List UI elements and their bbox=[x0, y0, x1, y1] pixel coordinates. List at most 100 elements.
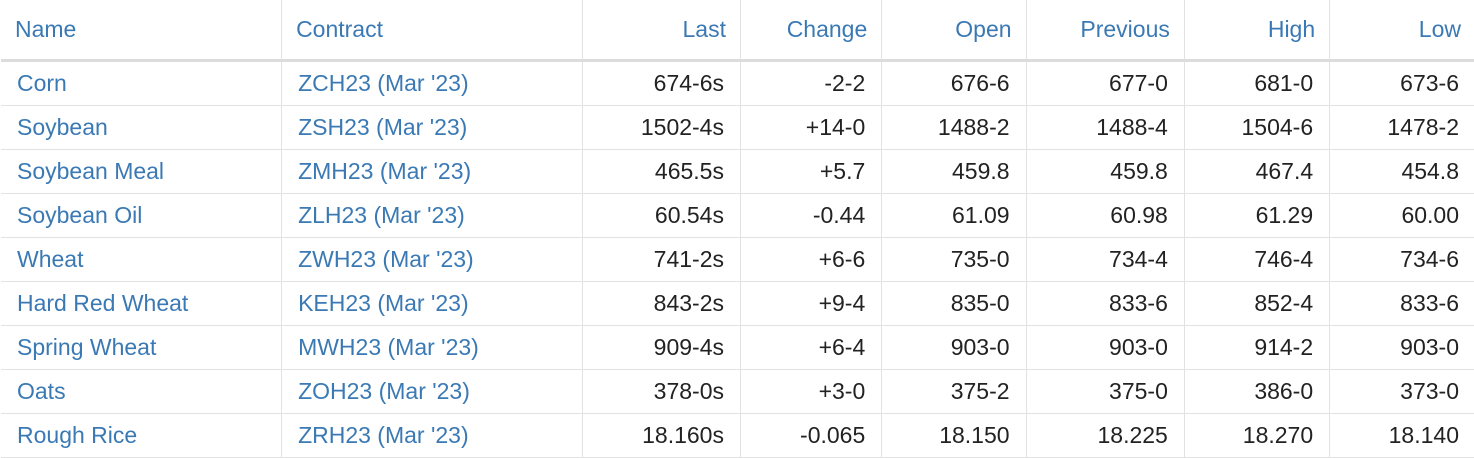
high-price-cell: 386-0 bbox=[1184, 369, 1331, 414]
commodity-name-cell: Oats bbox=[1, 369, 283, 414]
table-row: Corn ZCH23 (Mar '23) 674-6s -2-2 676-6 6… bbox=[1, 60, 1474, 106]
low-price-cell: 60.00 bbox=[1329, 193, 1474, 238]
table-row: Wheat ZWH23 (Mar '23) 741-2s +6-6 735-0 … bbox=[1, 237, 1474, 282]
low-price-cell: 833-6 bbox=[1329, 281, 1474, 326]
contract-cell: KEH23 (Mar '23) bbox=[281, 281, 583, 326]
last-price-cell: 18.160s bbox=[582, 413, 741, 458]
previous-price-cell: 375-0 bbox=[1026, 369, 1185, 414]
low-price-cell: 18.140 bbox=[1329, 413, 1474, 458]
change-cell: +14-0 bbox=[740, 105, 883, 150]
commodity-name-cell: Spring Wheat bbox=[1, 325, 283, 370]
previous-price-cell: 60.98 bbox=[1026, 193, 1185, 238]
table-row: Oats ZOH23 (Mar '23) 378-0s +3-0 375-2 3… bbox=[1, 369, 1474, 414]
open-price-cell: 61.09 bbox=[881, 193, 1027, 238]
open-price-cell: 375-2 bbox=[881, 369, 1027, 414]
contract-link[interactable]: ZMH23 (Mar '23) bbox=[298, 158, 472, 184]
contract-cell: ZOH23 (Mar '23) bbox=[281, 369, 583, 414]
low-price-cell: 373-0 bbox=[1329, 369, 1474, 414]
contract-cell: ZLH23 (Mar '23) bbox=[281, 193, 583, 238]
commodity-name-link[interactable]: Corn bbox=[17, 70, 67, 96]
table-row: Soybean Meal ZMH23 (Mar '23) 465.5s +5.7… bbox=[1, 149, 1474, 194]
table-row: Soybean ZSH23 (Mar '23) 1502-4s +14-0 14… bbox=[1, 105, 1474, 150]
commodity-name-cell: Rough Rice bbox=[1, 413, 283, 458]
commodity-name-link[interactable]: Soybean bbox=[17, 114, 108, 140]
open-price-cell: 1488-2 bbox=[881, 105, 1027, 150]
contract-link[interactable]: ZSH23 (Mar '23) bbox=[298, 114, 468, 140]
table-body: Corn ZCH23 (Mar '23) 674-6s -2-2 676-6 6… bbox=[1, 60, 1474, 458]
contract-link[interactable]: ZWH23 (Mar '23) bbox=[298, 246, 474, 272]
previous-price-cell: 734-4 bbox=[1026, 237, 1185, 282]
low-price-cell: 903-0 bbox=[1329, 325, 1474, 370]
table-header: Name Contract Last Change Open Previous … bbox=[1, 0, 1474, 62]
high-price-cell: 1504-6 bbox=[1184, 105, 1331, 150]
change-cell: +6-4 bbox=[740, 325, 883, 370]
header-previous[interactable]: Previous bbox=[1026, 0, 1185, 62]
high-price-cell: 914-2 bbox=[1184, 325, 1331, 370]
header-high[interactable]: High bbox=[1184, 0, 1331, 62]
header-low[interactable]: Low bbox=[1329, 0, 1474, 62]
commodity-name-link[interactable]: Wheat bbox=[17, 246, 84, 272]
commodity-name-link[interactable]: Soybean Oil bbox=[17, 202, 143, 228]
change-cell: +3-0 bbox=[740, 369, 883, 414]
commodity-name-link[interactable]: Rough Rice bbox=[17, 422, 138, 448]
header-name[interactable]: Name bbox=[1, 0, 283, 62]
table-row: Soybean Oil ZLH23 (Mar '23) 60.54s -0.44… bbox=[1, 193, 1474, 238]
open-price-cell: 903-0 bbox=[881, 325, 1027, 370]
contract-link[interactable]: ZCH23 (Mar '23) bbox=[298, 70, 469, 96]
last-price-cell: 741-2s bbox=[582, 237, 741, 282]
header-change[interactable]: Change bbox=[740, 0, 883, 62]
previous-price-cell: 903-0 bbox=[1026, 325, 1185, 370]
table-row: Spring Wheat MWH23 (Mar '23) 909-4s +6-4… bbox=[1, 325, 1474, 370]
table-row: Rough Rice ZRH23 (Mar '23) 18.160s -0.06… bbox=[1, 413, 1474, 458]
last-price-cell: 843-2s bbox=[582, 281, 741, 326]
last-price-cell: 465.5s bbox=[582, 149, 741, 194]
high-price-cell: 852-4 bbox=[1184, 281, 1331, 326]
commodity-name-cell: Corn bbox=[1, 60, 283, 106]
high-price-cell: 18.270 bbox=[1184, 413, 1331, 458]
header-last[interactable]: Last bbox=[582, 0, 741, 62]
header-contract[interactable]: Contract bbox=[281, 0, 583, 62]
table-row: Hard Red Wheat KEH23 (Mar '23) 843-2s +9… bbox=[1, 281, 1474, 326]
last-price-cell: 60.54s bbox=[582, 193, 741, 238]
contract-cell: MWH23 (Mar '23) bbox=[281, 325, 583, 370]
change-cell: +6-6 bbox=[740, 237, 883, 282]
open-price-cell: 18.150 bbox=[881, 413, 1027, 458]
previous-price-cell: 459.8 bbox=[1026, 149, 1185, 194]
contract-link[interactable]: ZRH23 (Mar '23) bbox=[298, 422, 469, 448]
commodity-name-link[interactable]: Spring Wheat bbox=[17, 334, 157, 360]
commodity-name-cell: Soybean Oil bbox=[1, 193, 283, 238]
last-price-cell: 1502-4s bbox=[582, 105, 741, 150]
commodity-name-cell: Soybean Meal bbox=[1, 149, 283, 194]
last-price-cell: 909-4s bbox=[582, 325, 741, 370]
open-price-cell: 459.8 bbox=[881, 149, 1027, 194]
contract-link[interactable]: ZLH23 (Mar '23) bbox=[298, 202, 465, 228]
change-cell: -2-2 bbox=[740, 60, 883, 106]
commodity-name-cell: Hard Red Wheat bbox=[1, 281, 283, 326]
open-price-cell: 676-6 bbox=[881, 60, 1027, 106]
commodity-name-link[interactable]: Oats bbox=[17, 378, 66, 404]
last-price-cell: 674-6s bbox=[582, 60, 741, 106]
previous-price-cell: 18.225 bbox=[1026, 413, 1185, 458]
high-price-cell: 746-4 bbox=[1184, 237, 1331, 282]
change-cell: -0.44 bbox=[740, 193, 883, 238]
commodity-name-link[interactable]: Soybean Meal bbox=[17, 158, 165, 184]
contract-cell: ZRH23 (Mar '23) bbox=[281, 413, 583, 458]
high-price-cell: 467.4 bbox=[1184, 149, 1331, 194]
header-open[interactable]: Open bbox=[881, 0, 1027, 62]
change-cell: +5.7 bbox=[740, 149, 883, 194]
commodity-name-cell: Soybean bbox=[1, 105, 283, 150]
previous-price-cell: 1488-4 bbox=[1026, 105, 1185, 150]
contract-link[interactable]: MWH23 (Mar '23) bbox=[298, 334, 479, 360]
previous-price-cell: 677-0 bbox=[1026, 60, 1185, 106]
open-price-cell: 835-0 bbox=[881, 281, 1027, 326]
header-row: Name Contract Last Change Open Previous … bbox=[1, 0, 1474, 62]
contract-link[interactable]: KEH23 (Mar '23) bbox=[298, 290, 469, 316]
contract-cell: ZMH23 (Mar '23) bbox=[281, 149, 583, 194]
last-price-cell: 378-0s bbox=[582, 369, 741, 414]
high-price-cell: 61.29 bbox=[1184, 193, 1331, 238]
low-price-cell: 734-6 bbox=[1329, 237, 1474, 282]
high-price-cell: 681-0 bbox=[1184, 60, 1331, 106]
contract-link[interactable]: ZOH23 (Mar '23) bbox=[298, 378, 470, 404]
commodity-name-link[interactable]: Hard Red Wheat bbox=[17, 290, 189, 316]
